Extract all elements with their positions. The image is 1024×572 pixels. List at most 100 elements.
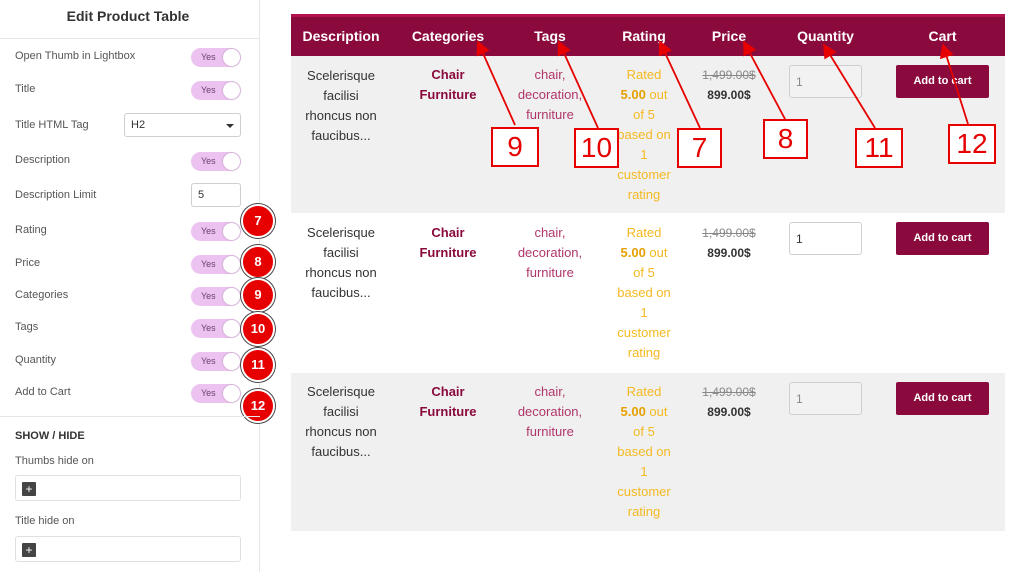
tags-cell: chair, decoration, furniture [500,65,600,125]
category-link[interactable]: Chair [431,67,465,82]
tag-link[interactable]: furniture [526,424,574,439]
plus-icon[interactable]: + [22,543,36,557]
rating-cell: Rated 5.00 out of 5 based on 1 customer … [604,223,684,363]
toggle-text: Yes [201,388,216,398]
plus-icon[interactable]: + [22,482,36,496]
tag-link[interactable]: chair, [534,384,566,399]
rating-line: of 5 [633,265,655,280]
quantity-toggle[interactable]: Yes [191,352,241,371]
setting-label: Add to Cart [15,386,71,398]
categories-cell: Chair Furniture [398,382,498,422]
rating-line: rating [627,345,661,360]
add-to-cart-button[interactable]: Add to cart [896,65,989,98]
add-to-cart-button[interactable]: Add to cart [896,222,989,255]
setting-title-html-tag: Title HTML Tag H2 [15,113,243,137]
annotation-badge: 12 [241,389,275,423]
rating-toggle[interactable]: Yes [191,222,241,241]
tags-toggle[interactable]: Yes [191,319,241,338]
column-header-quantity: Quantity [797,28,854,44]
quantity-input[interactable]: 1 [789,382,862,415]
setting-label: Tags [15,321,39,333]
toggle-knob [223,256,240,273]
setting-open-thumb-lightbox: Open Thumb in Lightbox Yes [15,46,243,68]
annotation-badge: 11 [241,348,275,382]
description-line: faucibus... [311,128,371,143]
toggle-text: Yes [201,323,216,333]
rating-line: 1 [640,464,648,479]
setting-add-to-cart: Add to Cart Yes [15,382,243,404]
setting-quantity: Quantity Yes [15,350,243,372]
title-hide-field[interactable]: + [15,536,241,562]
rating-line: based on [617,444,671,459]
category-link[interactable]: Chair [431,225,465,240]
toggle-text: Yes [201,85,216,95]
title-html-tag-select[interactable]: H2 [124,113,241,137]
toggle-text: Yes [201,156,216,166]
add-to-cart-toggle[interactable]: Yes [191,384,241,403]
quantity-input[interactable]: 1 [789,222,862,255]
categories-toggle[interactable]: Yes [191,287,241,306]
setting-label: Description [15,154,71,166]
tag-link[interactable]: decoration, [517,404,583,419]
open-thumb-lightbox-toggle[interactable]: Yes [191,48,241,67]
setting-tags: Tags Yes [15,317,243,339]
divider [0,38,260,39]
tag-link[interactable]: chair, [534,225,566,240]
toggle-text: Yes [201,259,216,269]
setting-label: Categories [15,289,69,301]
categories-cell: Chair Furniture [398,65,498,105]
description-line: Scelerisque [307,384,375,399]
annotation-badge: 9 [241,278,275,312]
category-link[interactable]: Furniture [419,87,477,102]
setting-price: Price Yes [15,253,243,275]
description-line: facilisi [323,88,359,103]
add-to-cart-button[interactable]: Add to cart [896,382,989,415]
description-line: rhoncus non [305,265,377,280]
description-cell: Scelerisque facilisi rhoncus non faucibu… [291,66,391,146]
tag-link[interactable]: furniture [526,265,574,280]
table-row: Scelerisque facilisi rhoncus non faucibu… [291,56,1005,213]
annotation-badge: 8 [241,245,275,279]
toggle-knob [223,353,240,370]
toggle-text: Yes [201,291,216,301]
toggle-knob [223,320,240,337]
tag-link[interactable]: decoration, [517,245,583,260]
table-row: Scelerisque facilisi rhoncus non faucibu… [291,213,1005,373]
toggle-text: Yes [201,356,216,366]
toggle-knob [223,223,240,240]
column-header-categories: Categories [411,28,485,44]
description-cell: Scelerisque facilisi rhoncus non faucibu… [291,382,391,462]
quantity-input[interactable]: 1 [789,65,862,98]
rating-line: 5.00 out [620,245,668,260]
price-toggle[interactable]: Yes [191,255,241,274]
old-price: 1,499.00$ [702,385,756,399]
rating-line: 1 [640,147,648,162]
tag-link[interactable]: furniture [526,107,574,122]
rating-line: 5.00 out [620,404,668,419]
toggle-knob [223,288,240,305]
column-header-price: Price [711,28,747,44]
toggle-text: Yes [201,52,216,62]
category-link[interactable]: Chair [431,384,465,399]
setting-label: Open Thumb in Lightbox [15,50,136,62]
rating-line: customer [617,167,671,182]
column-header-rating: Rating [622,28,666,44]
current-price: 899.00$ [707,246,751,260]
divider [0,416,260,417]
tags-cell: chair, decoration, furniture [500,382,600,442]
rating-cell: Rated 5.00 out of 5 based on 1 customer … [604,65,684,205]
rating-line: of 5 [633,107,655,122]
description-toggle[interactable]: Yes [191,152,241,171]
setting-rating: Rating Yes [15,220,243,242]
title-hide-label: Title hide on [15,515,75,527]
category-link[interactable]: Furniture [419,404,477,419]
rating-line: rating [627,187,661,202]
category-link[interactable]: Furniture [419,245,477,260]
rating-line: customer [617,325,671,340]
chevron-down-icon [226,124,234,128]
tag-link[interactable]: chair, [534,67,566,82]
description-limit-input[interactable]: 5 [191,183,241,207]
tag-link[interactable]: decoration, [517,87,583,102]
title-toggle[interactable]: Yes [191,81,241,100]
thumbs-hide-field[interactable]: + [15,475,241,501]
